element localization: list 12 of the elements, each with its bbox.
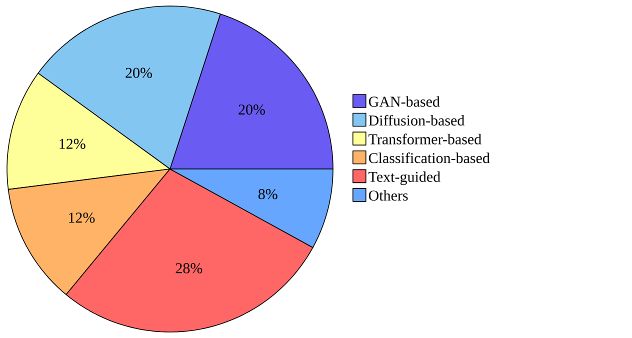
data-label: 20%: [238, 104, 265, 115]
legend-label: Diffusion-based: [368, 114, 464, 126]
legend-label: Classification-based: [368, 152, 490, 164]
data-label: 12%: [69, 212, 95, 223]
legend-label: Text-guided: [368, 171, 440, 186]
data-label: 12%: [60, 138, 86, 149]
data-label: 8%: [258, 189, 278, 200]
data-label: 28%: [176, 263, 202, 274]
data-label: 20%: [126, 68, 152, 78]
legend-label: Transformer-based: [368, 134, 482, 144]
legend-label: GAN-based: [368, 96, 440, 107]
legend-label: Others: [368, 190, 408, 201]
